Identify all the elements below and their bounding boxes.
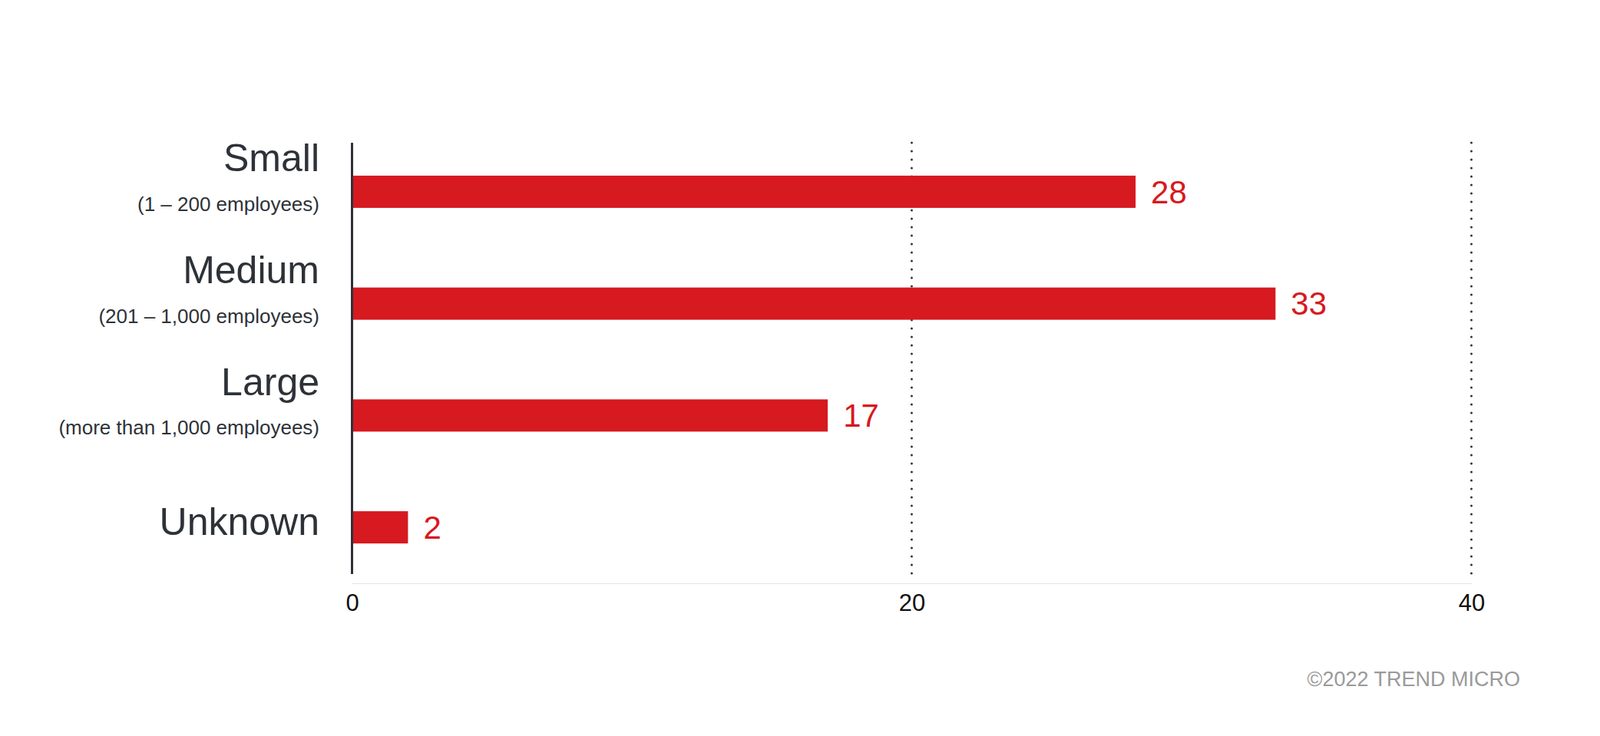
tick: 0 bbox=[345, 583, 359, 617]
data-label: 33 bbox=[1290, 285, 1327, 322]
category-label: Large bbox=[221, 360, 320, 404]
tick-label: 0 bbox=[345, 589, 359, 617]
category-detail: (more than 1,000 employees) bbox=[58, 416, 320, 440]
data-label: 2 bbox=[423, 509, 441, 546]
category-label: Unknown bbox=[159, 500, 320, 544]
category-labels: Small (1 – 200 employees) Medium (201 – 1,0… bbox=[58, 136, 320, 543]
grid-line bbox=[1470, 142, 1473, 575]
data-label: 28 bbox=[1150, 174, 1187, 211]
bar bbox=[352, 287, 1277, 321]
data-labels: 28 33 17 2 bbox=[423, 174, 1327, 546]
credit: ©2022 TREND MICRO bbox=[1307, 667, 1521, 691]
category-axis-line bbox=[350, 142, 354, 575]
bar bbox=[352, 175, 1137, 209]
category-detail: (201 – 1,000 employees) bbox=[98, 304, 320, 328]
bars bbox=[352, 175, 1277, 544]
tick: 40 bbox=[1458, 583, 1485, 617]
category-detail: (1 – 200 employees) bbox=[137, 192, 320, 216]
category-label: Medium bbox=[182, 248, 320, 292]
tick-label: 20 bbox=[899, 589, 926, 617]
tick-label: 40 bbox=[1458, 589, 1485, 617]
chart: 0 20 40 28 33 17 2 Small (1 – 200 employees) Medi… bbox=[0, 0, 1600, 736]
category-label: Small bbox=[223, 136, 320, 180]
axis-line bbox=[352, 583, 1472, 585]
data-label: 17 bbox=[842, 397, 880, 434]
bar bbox=[352, 399, 829, 432]
bar bbox=[352, 511, 409, 544]
tick: 20 bbox=[899, 583, 926, 617]
x-axis: 0 20 40 bbox=[345, 583, 1485, 617]
